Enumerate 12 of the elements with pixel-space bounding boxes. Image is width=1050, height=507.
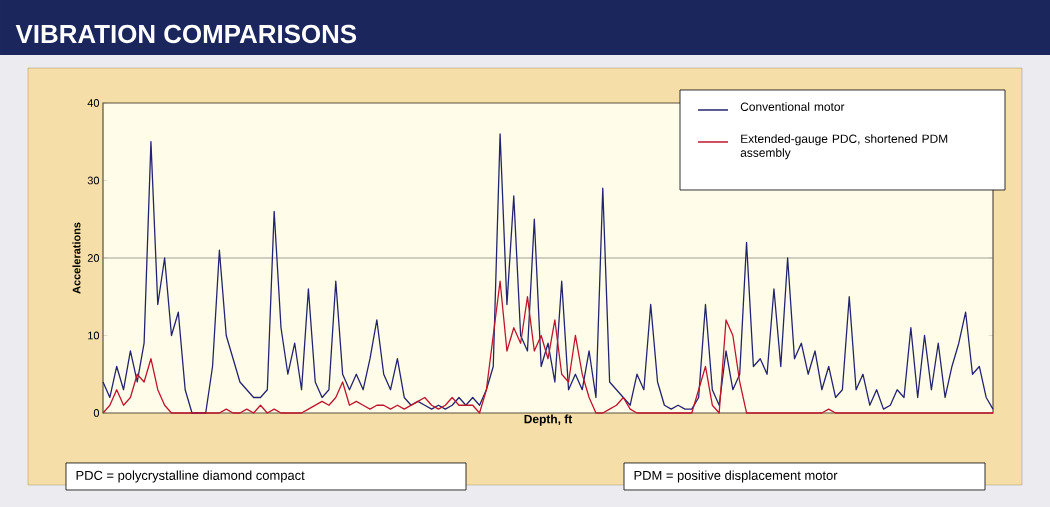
y-tick-label: 0	[93, 409, 100, 417]
y-tick-label: 40	[87, 99, 100, 107]
y-tick-label: 30	[87, 176, 100, 185]
text: PDC = polycrystalline diamond compact	[76, 470, 305, 483]
x-axis-title: Depth, ft	[524, 414, 573, 426]
y-tick-label: 20	[87, 254, 100, 262]
y-tick-label: 10	[88, 331, 100, 340]
legend-label: Extended-gauge PDC, shortened PDM assembly	[740, 134, 948, 160]
y-axis-title: Accelerations	[72, 222, 81, 294]
legend-label: Conventional motor	[740, 102, 845, 111]
text: PDM = positive displacement motor	[634, 470, 838, 483]
chart-title: VIBRATION COMPARISONS	[15, 24, 357, 44]
